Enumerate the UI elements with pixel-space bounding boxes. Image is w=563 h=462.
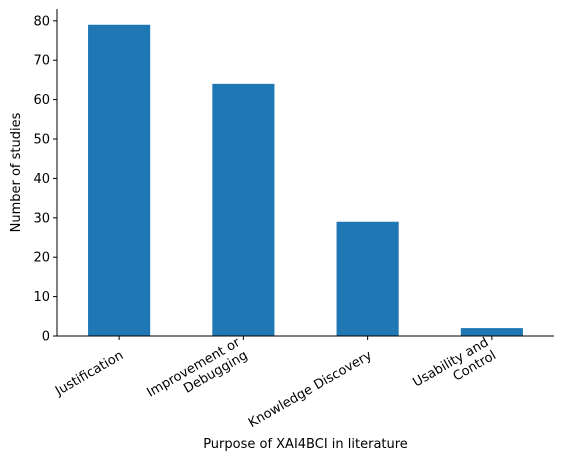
bar-1	[212, 83, 275, 336]
y-tick-label: 10	[33, 290, 50, 305]
bar-0	[88, 24, 151, 337]
y-tick-label: 50	[33, 133, 50, 148]
bar-3	[460, 328, 523, 336]
y-axis-ticks: 0 10 20 30 40 50 60 70 80	[33, 14, 57, 345]
x-tick-label-line: Justification	[52, 348, 126, 399]
y-tick-label: 40	[33, 172, 50, 187]
y-tick-label: 20	[33, 251, 50, 266]
bar-2	[336, 221, 399, 336]
x-tick-label-0: Justification	[52, 348, 126, 399]
y-tick-label: 70	[33, 54, 50, 69]
y-tick-label: 80	[33, 14, 50, 29]
x-axis-label: Purpose of XAI4BCI in literature	[203, 437, 408, 452]
bars-group	[88, 24, 523, 337]
x-axis-ticks: Justification Improvement orDebuggingKnow…	[52, 335, 499, 431]
x-tick-label-2: Knowledge Discovery	[246, 348, 375, 431]
y-tick-label: 0	[42, 330, 50, 345]
y-axis-label: Number of studies	[9, 112, 24, 232]
y-tick-label: 30	[33, 211, 50, 226]
y-tick-label: 60	[33, 93, 50, 108]
x-tick-label-line: Knowledge Discovery	[246, 348, 375, 431]
